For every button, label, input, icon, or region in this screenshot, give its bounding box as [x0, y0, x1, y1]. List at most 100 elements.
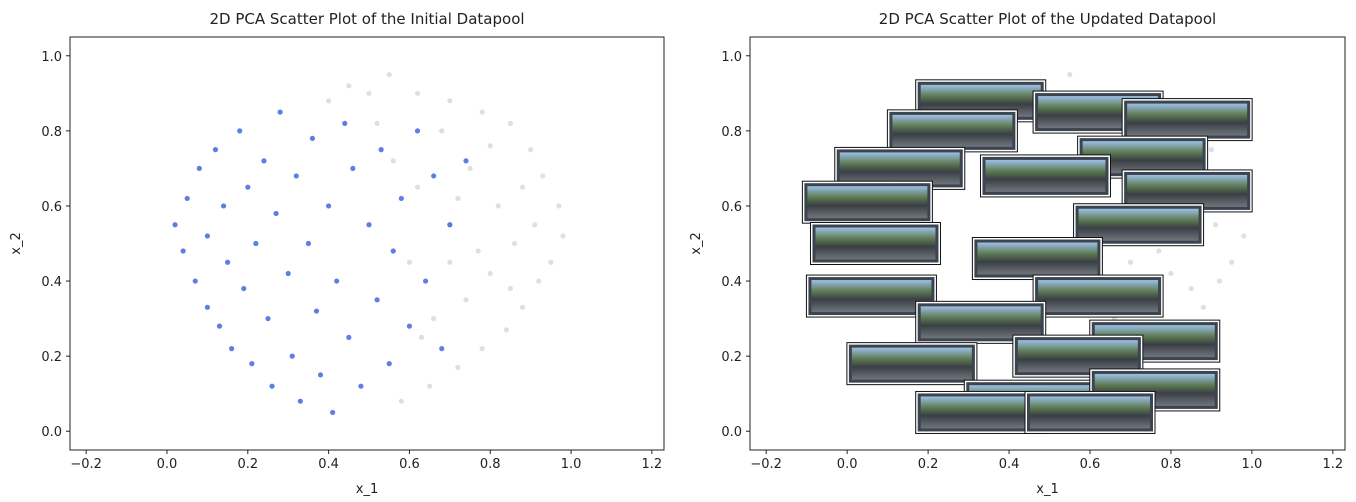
image-thumbnail — [805, 274, 937, 318]
axes-frame — [749, 36, 1346, 451]
y-tick-label: 1.0 — [721, 50, 742, 65]
point — [313, 308, 320, 314]
x-tick-label: 0.0 — [837, 457, 858, 472]
point — [366, 222, 372, 228]
point — [1067, 71, 1073, 78]
point — [330, 409, 336, 416]
y-tick-label: 0.4 — [41, 275, 62, 290]
y-axis-label: x_2 — [689, 232, 704, 254]
thumbnail-photo — [1017, 340, 1138, 373]
point — [229, 346, 235, 352]
image-thumbnail — [979, 154, 1111, 198]
thumbnail-photo — [985, 159, 1106, 192]
image-thumbnail — [1024, 390, 1156, 434]
x-tick-label: 1.2 — [642, 457, 663, 472]
thumbnail-photo — [839, 152, 960, 185]
image-thumbnail — [809, 222, 941, 265]
point — [560, 233, 566, 239]
image-thumbnail — [1073, 203, 1205, 247]
point — [487, 143, 493, 149]
point — [374, 297, 380, 303]
point — [540, 173, 546, 179]
point — [317, 372, 324, 378]
point — [277, 109, 283, 115]
point — [447, 98, 453, 104]
point — [237, 128, 243, 134]
x-tick-label: 0.8 — [1161, 457, 1182, 472]
thumbnail-photo — [892, 114, 1013, 147]
point — [326, 203, 332, 209]
point — [285, 270, 291, 277]
point — [378, 147, 384, 153]
point — [180, 248, 186, 254]
point — [289, 353, 295, 359]
point — [366, 90, 372, 96]
point — [479, 346, 485, 352]
point — [374, 120, 380, 126]
point — [184, 195, 190, 202]
thumbnail-photo — [815, 227, 936, 260]
y-tick-label: 0.2 — [721, 350, 742, 365]
thumbnail-photo — [1127, 174, 1248, 207]
point — [439, 346, 445, 352]
thumbnail-photo — [920, 306, 1041, 339]
point — [447, 222, 453, 228]
point — [519, 184, 526, 190]
point — [487, 270, 493, 277]
point — [495, 203, 501, 209]
y-tick-label: 0.2 — [41, 350, 62, 365]
point — [1188, 285, 1194, 292]
thumbnail-border — [1024, 390, 1156, 434]
point — [196, 165, 202, 172]
point — [305, 240, 312, 247]
point — [536, 278, 542, 284]
point — [1168, 270, 1174, 277]
point — [224, 259, 231, 265]
thumbnail-border — [915, 300, 1047, 344]
x-tick-label: 0.2 — [918, 457, 939, 472]
point — [204, 304, 210, 310]
point — [1127, 259, 1134, 265]
thumbnail-border — [1012, 334, 1144, 378]
axes-frame — [69, 36, 665, 451]
point — [212, 147, 219, 153]
point — [273, 210, 279, 217]
point — [503, 327, 510, 333]
image-thumbnail — [1032, 274, 1164, 318]
point — [1208, 147, 1215, 153]
point — [427, 383, 433, 389]
point — [1212, 222, 1219, 228]
y-axis-label: x_2 — [9, 232, 24, 254]
point — [422, 278, 429, 284]
point — [1241, 233, 1247, 239]
point — [528, 147, 534, 153]
point — [390, 158, 396, 164]
point — [431, 315, 437, 322]
thumbnail-photo — [807, 186, 928, 219]
image-thumbnail — [886, 109, 1018, 153]
image-thumbnail — [971, 237, 1103, 281]
point — [220, 203, 227, 209]
point — [358, 383, 364, 389]
y-tick-label: 0.8 — [41, 125, 62, 140]
point — [253, 240, 259, 247]
x-tick-label: 1.2 — [1323, 457, 1344, 472]
point — [463, 158, 469, 164]
point — [204, 233, 210, 239]
x-tick-label: 0.2 — [237, 457, 258, 472]
x-tick-label: 0.4 — [999, 457, 1020, 472]
thumbnail-photo — [920, 396, 1041, 429]
point — [398, 398, 404, 404]
point — [390, 248, 396, 254]
thumbnail-photo — [851, 347, 972, 380]
x-tick-label: 1.0 — [561, 457, 582, 472]
point — [479, 109, 485, 115]
y-tick-label: 0.0 — [41, 425, 62, 440]
point — [346, 83, 352, 89]
point — [1200, 304, 1206, 310]
point — [1229, 259, 1235, 265]
image-thumbnail — [915, 390, 1047, 434]
point — [507, 120, 514, 126]
point — [548, 259, 554, 265]
